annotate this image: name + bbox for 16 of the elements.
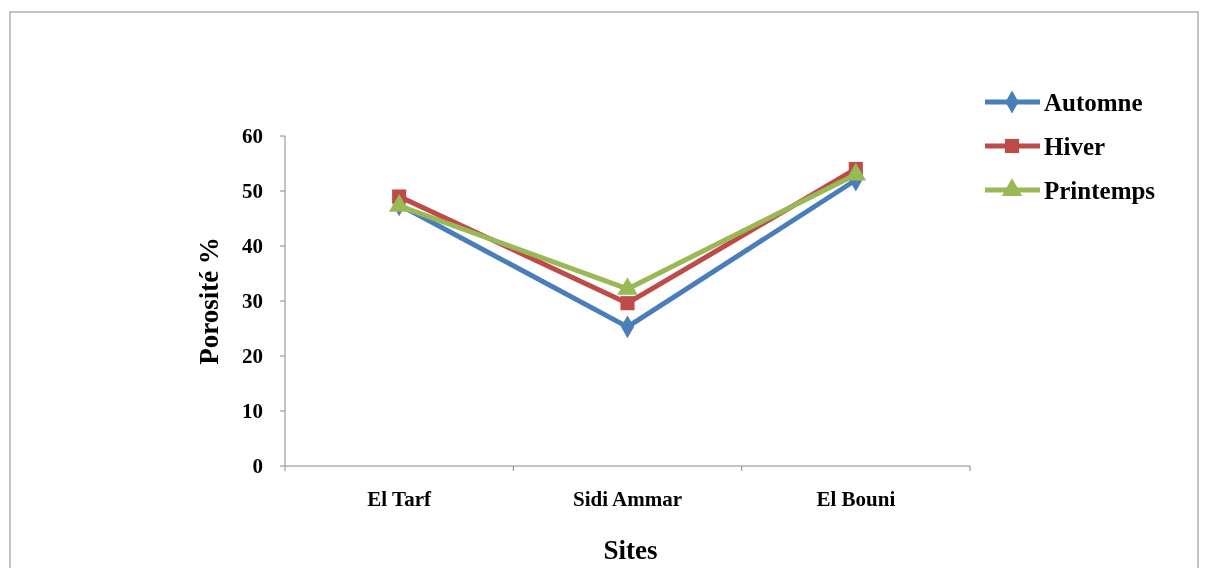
y-tick-label: 30 — [242, 289, 263, 313]
x-tick-label: El Tarf — [367, 487, 432, 511]
y-tick-label: 60 — [242, 124, 263, 148]
y-tick-label: 10 — [242, 399, 263, 423]
y-tick-label: 50 — [242, 179, 263, 203]
y-tick-label: 40 — [242, 234, 263, 258]
legend-label: Hiver — [1044, 132, 1106, 160]
x-tick-label: El Bouni — [816, 487, 896, 511]
x-tick-label: Sidi Ammar — [572, 487, 683, 511]
y-tick-label: 0 — [252, 454, 263, 478]
legend-label: Automne — [1044, 88, 1143, 116]
y-tick-label: 20 — [242, 344, 263, 368]
x-axis-title: Sites — [603, 535, 658, 565]
y-axis-title: Porosité % — [194, 237, 224, 365]
point — [620, 296, 635, 311]
legend-label: Printemps — [1044, 176, 1156, 204]
